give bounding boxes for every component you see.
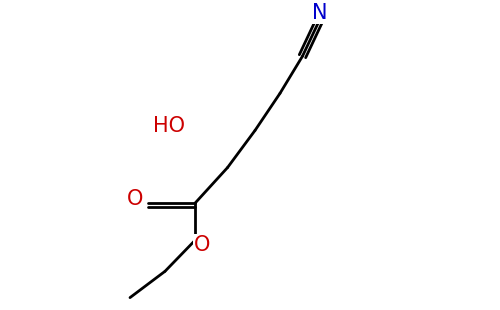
Text: N: N <box>312 3 328 23</box>
Text: O: O <box>194 235 210 255</box>
Text: HO: HO <box>153 116 185 136</box>
Text: O: O <box>127 189 143 209</box>
